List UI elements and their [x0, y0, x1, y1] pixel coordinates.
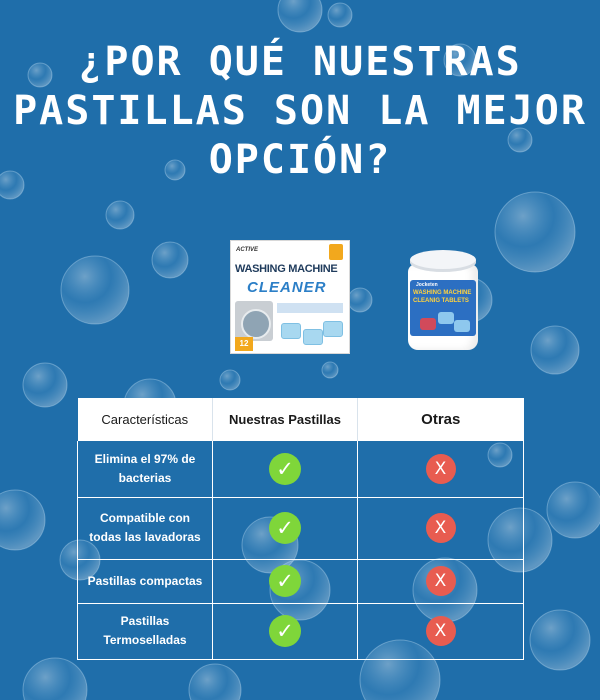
check-icon: ✓	[269, 512, 301, 544]
table-row: Elimina el 97% de bacterias ✓ X	[77, 441, 524, 498]
tablet-icon	[420, 318, 436, 330]
tablet-icon	[323, 321, 343, 337]
feature-label: Pastillas compactas	[77, 559, 213, 604]
tablet-icon	[454, 320, 470, 332]
tablet-icon	[438, 312, 454, 324]
product-image-others: Jocketen WASHING MACHINE CLEANIG TABLETS	[408, 250, 478, 352]
title-line: pastillas son la mejor	[13, 88, 587, 134]
ours-cell: ✓	[212, 559, 358, 604]
ours-cell: ✓	[212, 441, 358, 498]
machine-door-icon	[241, 309, 271, 339]
check-icon: ✓	[269, 615, 301, 647]
feature-label: Elimina el 97% de bacterias	[77, 441, 213, 498]
page-title: ¿Por qué nuestras pastillas son la mejor…	[0, 38, 600, 185]
ours-cell: ✓	[212, 497, 358, 560]
tablet-icon	[303, 329, 323, 345]
product-count: 12	[235, 337, 253, 351]
title-line: ¿Por qué nuestras	[78, 39, 522, 85]
others-cell: X	[357, 441, 524, 498]
cross-icon: X	[425, 566, 456, 596]
product-line2: CLEANER	[247, 279, 327, 296]
check-icon: ✓	[269, 452, 301, 485]
ours-cell: ✓	[212, 603, 358, 660]
product-count-label: 12	[239, 339, 249, 348]
feature-label: Compatible con todas las lavadoras	[77, 497, 213, 560]
header-ours: Nuestras Pastillas	[212, 398, 358, 441]
check-icon: ✓	[269, 565, 301, 597]
product-image-ours: ACTIVE WASHING MACHINE CLEANER 12	[230, 240, 350, 354]
product-line1: WASHING MACHINE	[235, 263, 338, 275]
others-cell: X	[357, 603, 524, 660]
product-brand: ACTIVE	[236, 247, 259, 253]
product-line1: WASHING MACHINE	[413, 290, 472, 296]
feature-label: Pastillas Termoselladas	[77, 603, 213, 660]
table-row: Pastillas compactas ✓ X	[77, 559, 524, 604]
cross-icon: X	[425, 616, 456, 646]
product-strip	[277, 303, 343, 313]
product-brand: Jocketen	[416, 282, 438, 288]
cross-icon: X	[425, 453, 456, 484]
jar-lid	[410, 250, 476, 272]
others-cell: X	[357, 497, 524, 560]
badge-icon	[329, 244, 343, 260]
table-row: Pastillas Termoselladas ✓ X	[77, 603, 524, 660]
tablet-icon	[281, 323, 301, 339]
title-line: opción?	[208, 137, 392, 183]
table-header-row: Características Nuestras Pastillas Otras	[77, 398, 524, 441]
others-cell: X	[357, 559, 524, 604]
header-characteristics: Características	[77, 398, 213, 441]
comparison-table: Características Nuestras Pastillas Otras…	[77, 398, 524, 660]
table-row: Compatible con todas las lavadoras ✓ X	[77, 497, 524, 560]
header-others: Otras	[357, 398, 524, 441]
cross-icon: X	[425, 513, 456, 543]
product-line2: CLEANIG TABLETS	[413, 298, 469, 304]
